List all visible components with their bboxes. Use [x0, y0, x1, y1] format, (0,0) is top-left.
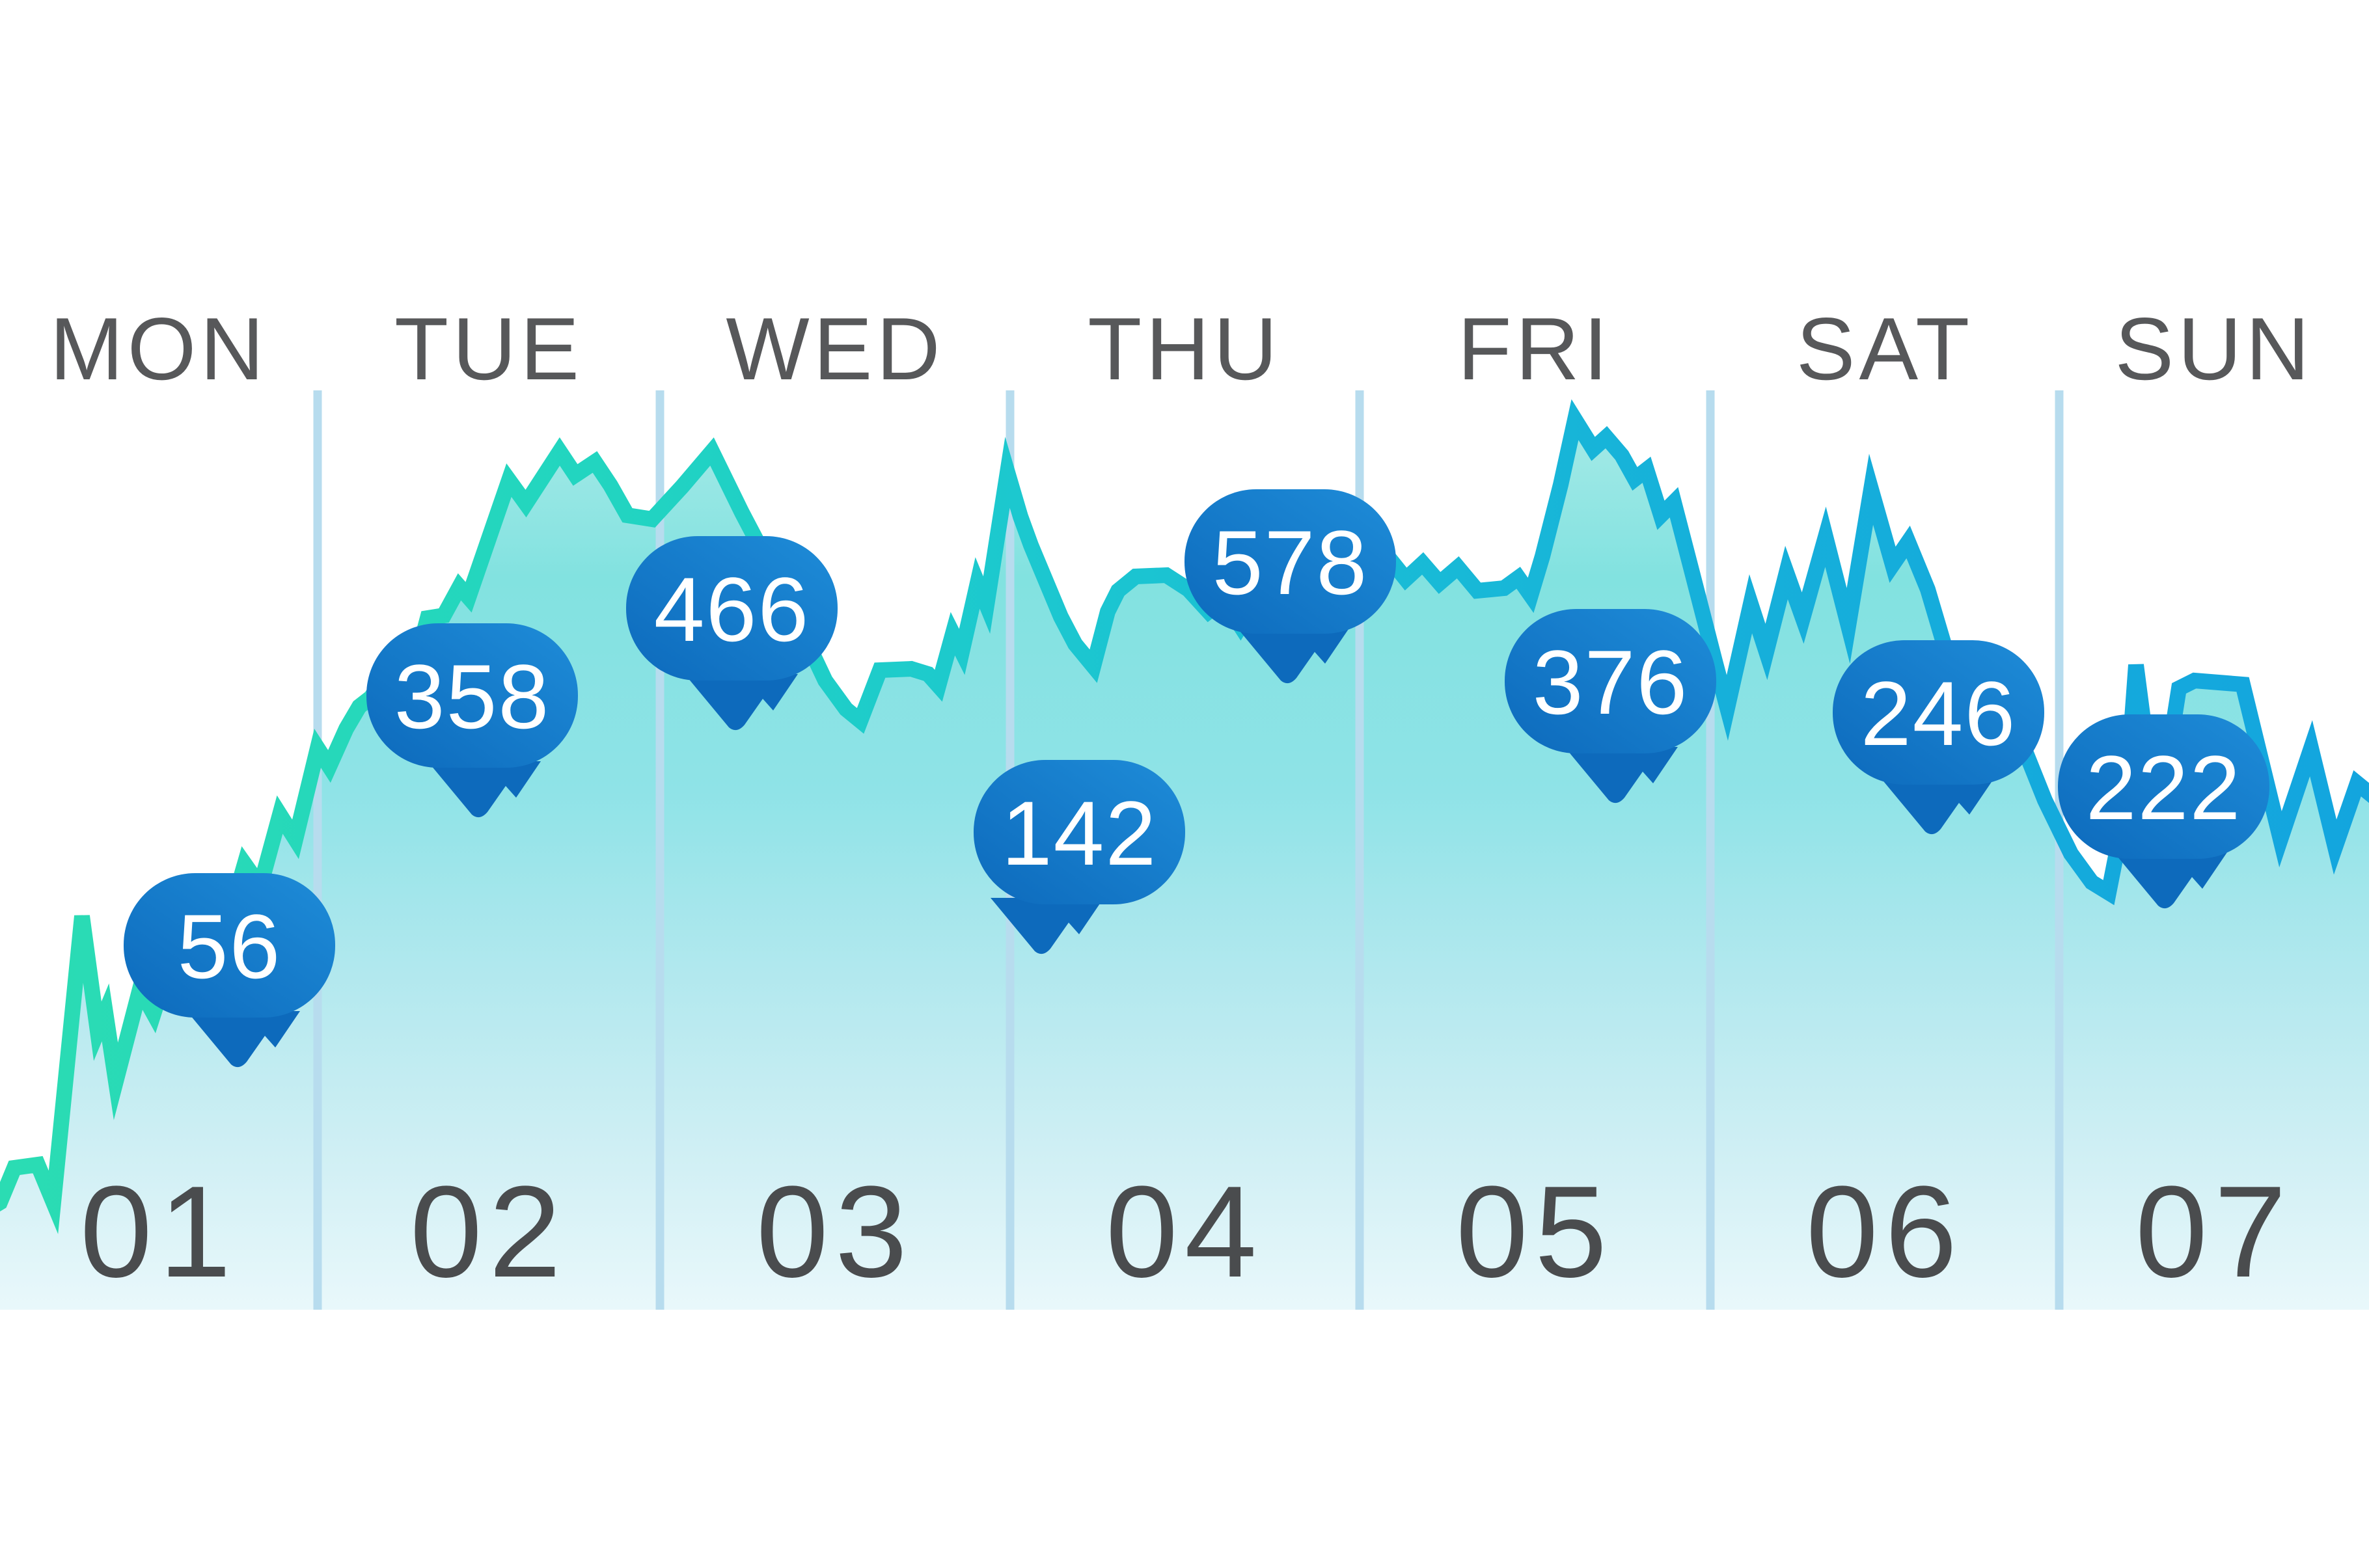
badge-pointer [187, 1011, 300, 1068]
badge-bubble [1184, 489, 1396, 634]
trend-line-stroke [0, 399, 2369, 1234]
badge-pointer [991, 898, 1104, 954]
date-label-02: 02 [410, 1159, 568, 1304]
badge-value: 376 [1533, 631, 1689, 733]
badge-value: 466 [654, 558, 810, 660]
value-badge-fri-376: 376 [1505, 609, 1716, 804]
badge-bubble [1505, 609, 1716, 753]
date-label-07: 07 [2135, 1159, 2293, 1304]
trend-line [0, 399, 2369, 1234]
day-label-sat: SAT [1796, 299, 1973, 398]
badge-pointer [428, 761, 541, 818]
badge-value: 578 [1212, 511, 1369, 614]
value-badge-mon-56: 56 [124, 873, 335, 1068]
day-label-sun: SUN [2115, 299, 2313, 398]
value-badges: 56 358 466 142 578 376 246 222 [124, 489, 2269, 1068]
badge-bubble [626, 536, 838, 681]
badge-value: 56 [178, 895, 282, 997]
badge-bubble [1833, 640, 2044, 785]
badge-value: 246 [1861, 662, 2017, 764]
badge-pointer [1237, 627, 1350, 684]
badge-value: 358 [394, 645, 551, 748]
day-label-wed: WED [726, 299, 944, 398]
badge-value: 142 [1002, 782, 1158, 884]
date-label-01: 01 [80, 1159, 238, 1304]
badge-pointer [2114, 852, 2227, 909]
day-label-fri: FRI [1457, 299, 1611, 398]
date-label-03: 03 [756, 1159, 914, 1304]
badge-pointer [1565, 747, 1678, 804]
day-labels: MON TUE WED THU FRI SAT SUN [49, 299, 2313, 398]
date-labels: 01 02 03 04 05 06 07 [80, 1159, 2293, 1304]
badge-bubble [366, 623, 578, 768]
day-label-mon: MON [49, 299, 267, 398]
badge-bubble [124, 873, 335, 1018]
value-badge-thu-578: 578 [1184, 489, 1396, 684]
day-label-thu: THU [1088, 299, 1281, 398]
value-badge-sun-222: 222 [2058, 714, 2269, 909]
date-label-04: 04 [1106, 1159, 1263, 1304]
badge-bubble [974, 760, 1185, 904]
badge-pointer [685, 674, 798, 731]
badge-pointer [1881, 778, 1994, 835]
date-label-05: 05 [1456, 1159, 1613, 1304]
date-label-06: 06 [1806, 1159, 1964, 1304]
badge-bubble [2058, 714, 2269, 859]
value-badge-wed-466: 466 [626, 536, 838, 731]
value-badge-thu-142: 142 [974, 760, 1185, 954]
value-badge-sat-246: 246 [1833, 640, 2044, 835]
value-badge-tue-358: 358 [366, 623, 578, 818]
day-label-tue: TUE [394, 299, 583, 398]
badge-value: 222 [2086, 737, 2242, 839]
